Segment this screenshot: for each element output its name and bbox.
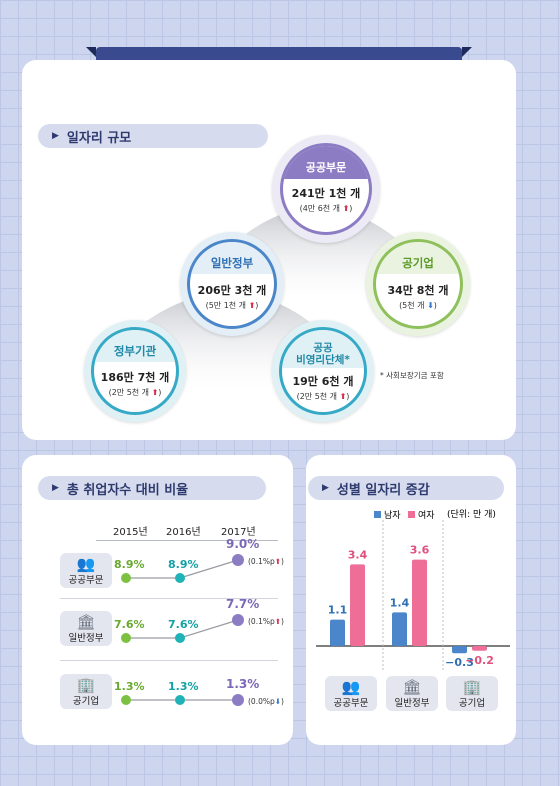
bar: [472, 646, 487, 651]
data-point: [232, 554, 244, 566]
bar: [452, 646, 467, 654]
legend-female: 여자: [408, 508, 435, 521]
up-arrow-icon: ⬆: [339, 392, 347, 401]
section-title: 총 취업자수 대비 비율: [66, 482, 189, 498]
year-label-2015: 2015년: [113, 527, 148, 538]
bar: [392, 612, 407, 646]
node-change: (5만 1천 개 ⬆): [205, 301, 259, 310]
section-job-size-heading: ▶ 일자리 규모: [38, 124, 268, 148]
bar-value-label: 3.4: [348, 548, 368, 561]
up-arrow-icon: ⬆: [342, 204, 350, 213]
data-label: 7.6%: [168, 618, 199, 631]
data-point: [121, 573, 131, 583]
bar-value-label: −0.3: [445, 656, 474, 669]
node-value: 19만 6천 개: [292, 375, 354, 388]
data-point: [175, 633, 185, 643]
people-icon: 👥: [76, 555, 96, 573]
node-name-line2: 비영리단체*: [296, 354, 350, 366]
bar-value-label: 1.1: [328, 604, 348, 617]
data-point: [121, 695, 131, 705]
data-point: [175, 695, 185, 705]
data-point: [232, 694, 244, 706]
node-name: 공공부문: [305, 161, 347, 174]
node-change: (2만 5천 개 ⬆): [108, 388, 162, 397]
data-point: [232, 614, 244, 626]
triangle-icon: ▶: [52, 483, 59, 493]
data-label: 1.3%: [114, 680, 145, 693]
bar-value-label: −0.2: [465, 654, 494, 667]
node-value: 186만 7천 개: [100, 371, 170, 384]
data-label: 1.3%: [226, 677, 259, 691]
bar-value-label: 3.6: [410, 544, 430, 557]
data-point: [121, 633, 131, 643]
footnote: * 사회보장기금 포함: [380, 371, 444, 380]
row-divider: [60, 660, 278, 661]
unit-label: (단위: 만 개): [447, 510, 496, 520]
triangle-icon: ▶: [322, 483, 329, 493]
office-building-icon: 🏢: [76, 676, 96, 694]
data-label: 7.7%: [226, 597, 259, 611]
data-label: 8.9%: [114, 558, 145, 571]
section-ratio-heading: ▶ 총 취업자수 대비 비율: [38, 476, 266, 500]
bar: [350, 564, 365, 646]
node-name-line1: 공공: [313, 342, 333, 354]
government-building-icon: 🏛: [76, 613, 96, 631]
node-change: (2만 5천 개 ⬆): [296, 392, 350, 401]
change-label: (0.0%p⬇): [248, 697, 284, 706]
triangle-icon: ▶: [52, 131, 59, 141]
up-arrow-icon: ⬆: [151, 388, 159, 397]
node-name: 일반정부: [210, 256, 254, 270]
section-title: 일자리 규모: [66, 130, 132, 146]
bar-category-public: 👥 공공부문: [325, 676, 377, 711]
legend-male: 남자: [374, 508, 401, 521]
legend-swatch: [408, 511, 415, 518]
change-label: (0.1%p⬆): [248, 617, 284, 626]
node-value: 241만 1천 개: [291, 187, 361, 200]
bar-value-label: 1.4: [390, 596, 410, 609]
data-label: 9.0%: [226, 537, 259, 551]
section-gender-heading: ▶ 성별 일자리 증감: [308, 476, 504, 500]
bar-category-general-gov: 🏛 일반정부: [386, 676, 438, 711]
row-label-general-gov: 🏛 일반정부: [60, 611, 112, 646]
node-value: 206만 3천 개: [197, 284, 267, 297]
node-public-corporation: 공기업 34만 8천 개 (5천 개 ⬇): [366, 232, 470, 336]
data-label: 1.3%: [168, 680, 199, 693]
bar: [330, 619, 345, 646]
year-label-2017: 2017년: [221, 527, 256, 538]
node-public-nonprofit: 공공 비영리단체* 19만 6천 개 (2만 5천 개 ⬆): [272, 320, 374, 422]
down-arrow-icon: ⬇: [427, 301, 434, 310]
node-public-sector: 공공부문 241만 1천 개 (4만 6천 개 ⬆): [272, 135, 380, 243]
data-point: [175, 573, 185, 583]
node-value: 34만 8천 개: [387, 284, 449, 297]
bar-category-public-corp: 🏢 공기업: [446, 676, 498, 711]
government-building-icon: 🏛: [402, 678, 422, 696]
row-label-public-corp: 🏢 공기업: [60, 674, 112, 709]
up-arrow-icon: ⬆: [248, 301, 256, 310]
node-name: 공기업: [402, 256, 434, 270]
row-label-public: 👥 공공부문: [60, 553, 112, 588]
office-building-icon: 🏢: [462, 678, 482, 696]
year-label-2016: 2016년: [166, 527, 201, 538]
node-general-government: 일반정부 206만 3천 개 (5만 1천 개 ⬆): [180, 232, 284, 336]
node-name: 정부기관: [113, 344, 157, 358]
data-label: 8.9%: [168, 558, 199, 571]
node-government-agency: 정부기관 186만 7천 개 (2만 5천 개 ⬆): [84, 320, 186, 422]
node-change: (4만 6천 개 ⬆): [299, 204, 353, 213]
data-label: 7.6%: [114, 618, 145, 631]
bar: [412, 559, 427, 646]
row-divider: [60, 598, 278, 599]
node-change: (5천 개 ⬇): [399, 301, 437, 310]
section-title: 성별 일자리 증감: [336, 482, 430, 498]
legend-swatch: [374, 511, 381, 518]
people-icon: 👥: [341, 678, 361, 696]
change-label: (0.1%p⬆): [248, 557, 284, 566]
header-divider: [96, 540, 278, 541]
